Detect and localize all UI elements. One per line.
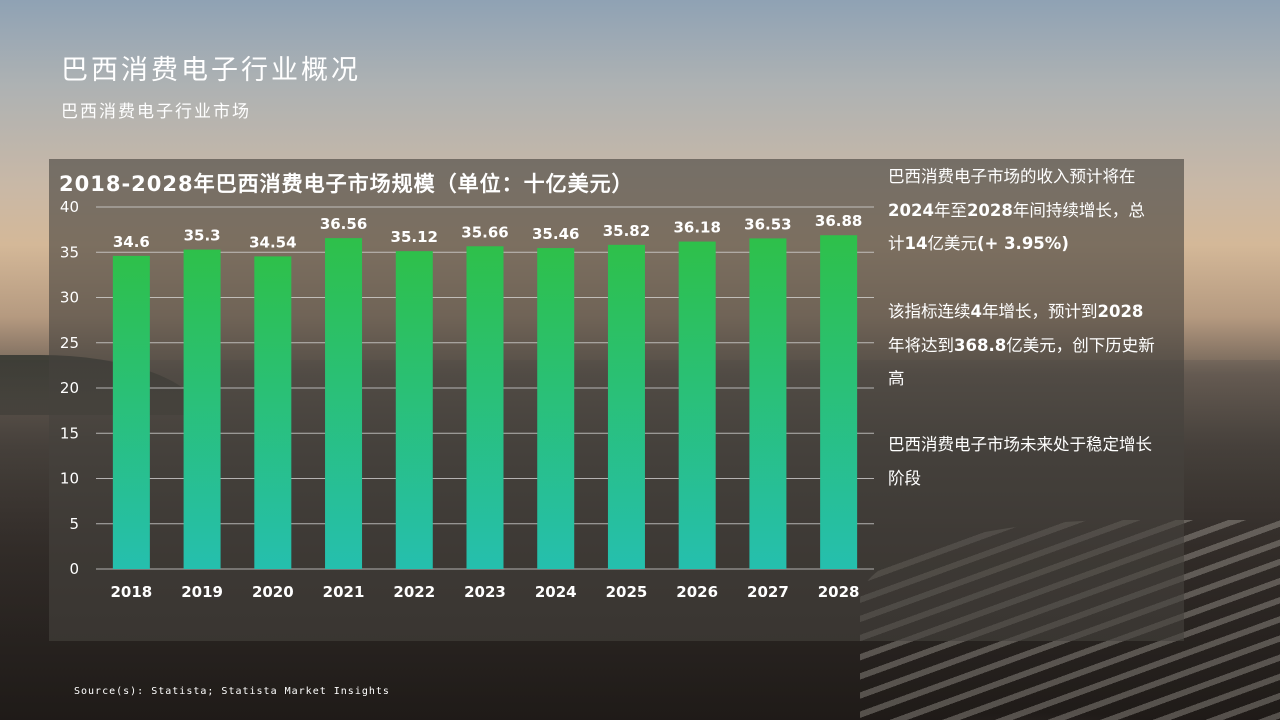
x-tick-label: 2023: [464, 583, 506, 601]
note2-text-a: 该指标连续: [888, 302, 971, 321]
y-tick-label: 25: [60, 334, 79, 352]
data-label: 36.56: [320, 215, 367, 233]
data-label: 35.3: [184, 227, 221, 245]
y-tick-label: 35: [60, 243, 79, 261]
y-tick-label: 30: [60, 289, 79, 307]
bar: [325, 238, 363, 569]
data-label: 35.46: [532, 225, 579, 243]
bar: [112, 255, 150, 569]
x-tick-label: 2019: [181, 583, 223, 601]
bar: [395, 251, 433, 569]
bar-chart: 34.6 35.3 34.54 36.56 35.12 35.66 35.46 35.82 36…: [60, 198, 874, 601]
x-tick-label: 2020: [252, 583, 294, 601]
note1-text-c: 年至: [933, 200, 967, 220]
x-tick-label: 2027: [747, 583, 789, 601]
bar: [254, 256, 292, 569]
note1-unit: 亿美元: [927, 234, 977, 253]
chart-title: 2018-2028年巴西消费电子市场规模（单位：十亿美元）: [59, 172, 634, 196]
note1-text-a: 巴西消费电子市场的收入预计将在: [888, 167, 1136, 186]
data-label: 36.53: [744, 215, 791, 233]
y-tick-label: 5: [69, 515, 79, 533]
source-citation: Source(s): Statista; Statista Market Ins…: [74, 686, 390, 697]
insight-note-growth: 该指标连续4年增长，预计到2028 年将达到368.8亿美元，创下历史新高: [888, 295, 1158, 396]
y-tick-label: 10: [60, 470, 79, 488]
x-tick-label: 2021: [323, 583, 365, 601]
note2-amount: 368.8: [954, 335, 1007, 355]
data-label: 34.6: [113, 233, 150, 251]
note2-year: 2028: [1097, 302, 1144, 321]
y-tick-label: 15: [60, 424, 79, 442]
note1-text-e: 年间持续增长，总计: [888, 200, 1145, 254]
note2-text-e: 年将达到: [888, 335, 954, 355]
note2-text-g: 亿美元，创下历史新高: [888, 335, 1155, 389]
bar: [466, 246, 504, 569]
note1-year-start: 2024: [888, 200, 934, 220]
data-label: 36.18: [673, 219, 720, 237]
bar: [607, 244, 645, 570]
y-tick-label: 0: [69, 560, 79, 578]
x-tick-label: 2018: [110, 583, 152, 601]
bar: [820, 235, 858, 569]
x-tick-label: 2024: [535, 583, 577, 601]
bar: [749, 238, 787, 569]
data-label: 35.82: [603, 222, 650, 240]
page-title: 巴西消费电子行业概况: [61, 55, 361, 86]
insight-note-revenue: 巴西消费电子市场的收入预计将在 2024年至2028年间持续增长，总计14亿美元(…: [888, 160, 1158, 261]
x-tick-label: 2026: [676, 583, 718, 601]
data-label: 35.66: [461, 223, 508, 241]
x-tick-label: 2028: [818, 583, 860, 601]
bar: [678, 241, 716, 570]
page-subtitle: 巴西消费电子行业市场: [61, 102, 251, 122]
data-label: 36.88: [815, 212, 862, 230]
bar: [183, 249, 221, 569]
x-tick-label: 2025: [606, 583, 648, 601]
data-label: 35.12: [391, 228, 438, 246]
note2-text-c: 年增长，预计到: [981, 302, 1098, 321]
note1-year-end: 2028: [966, 200, 1013, 220]
y-tick-label: 40: [60, 198, 79, 216]
bar: [537, 248, 575, 569]
data-label: 34.54: [249, 233, 296, 251]
insight-note-outlook: 巴西消费电子市场未来处于稳定增长阶段: [888, 435, 1152, 488]
note1-growth: (+ 3.95%): [976, 234, 1069, 253]
x-tick-label: 2022: [393, 583, 435, 601]
note1-amount: 14: [904, 234, 928, 253]
note2-years: 4: [970, 302, 982, 321]
y-tick-label: 20: [60, 379, 79, 397]
